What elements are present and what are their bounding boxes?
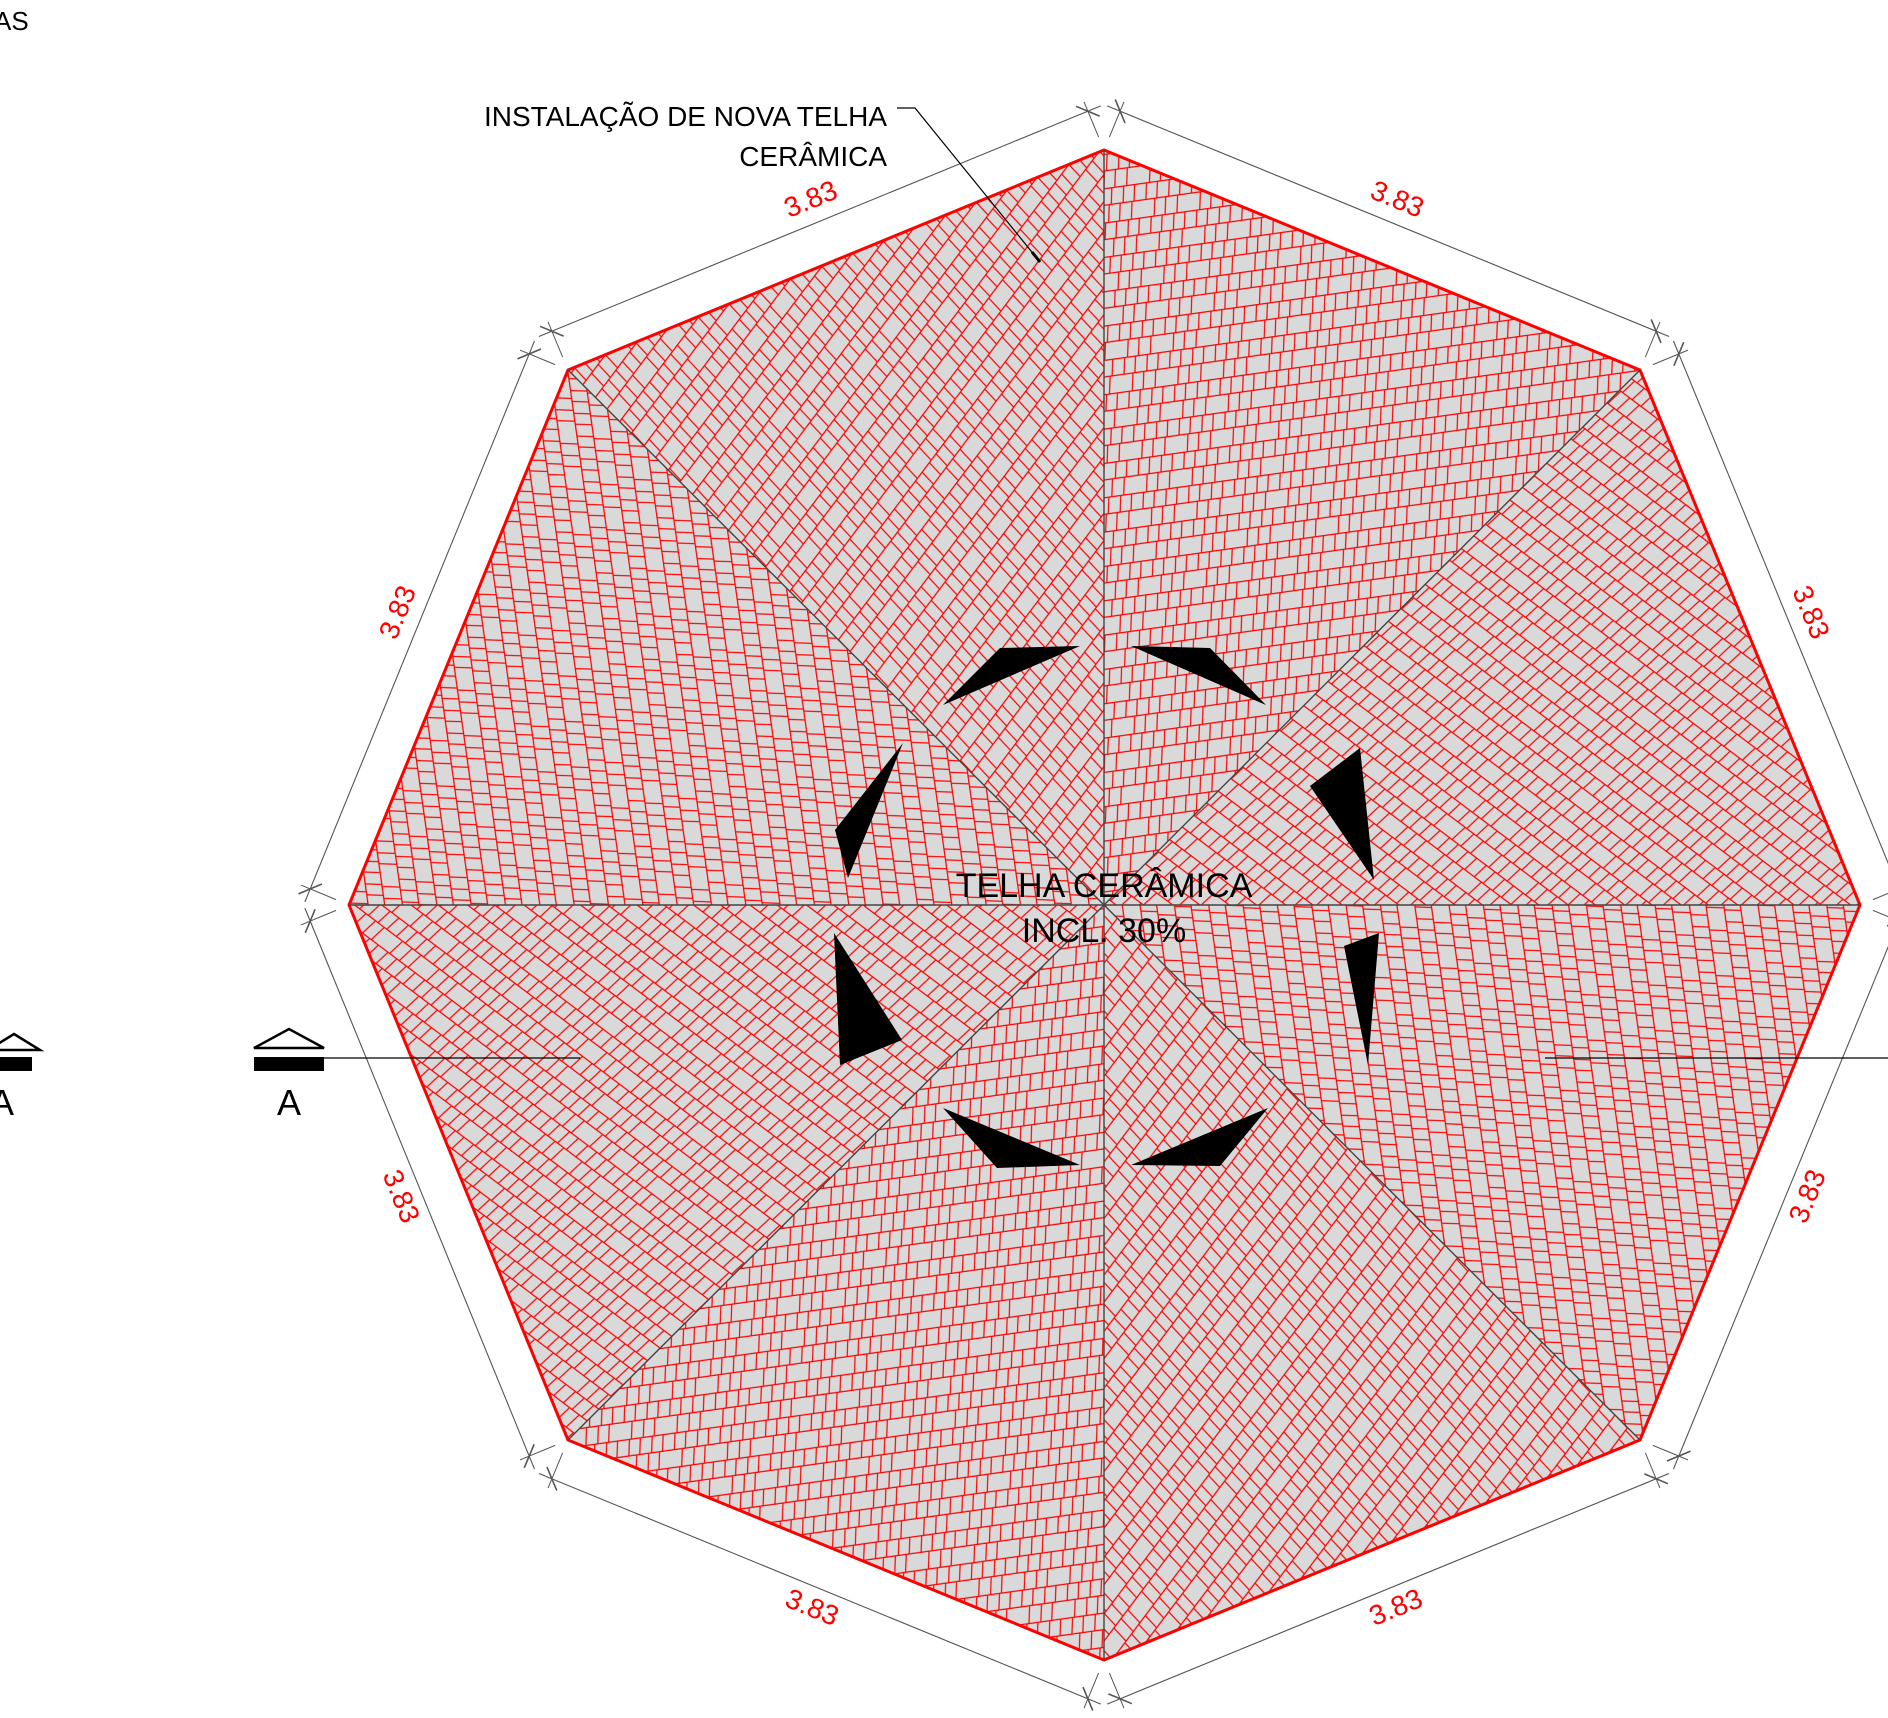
roof-slope-label: INCL. 30% bbox=[1022, 912, 1186, 950]
roof-vent-opening bbox=[943, 646, 1080, 705]
section-marker-a-letter: A bbox=[277, 1082, 301, 1123]
roof-slope-sector bbox=[1104, 150, 1640, 905]
tile-installation-note-line2: CERÂMICA bbox=[739, 141, 887, 172]
roof-slope-sector bbox=[1104, 370, 1860, 905]
dimension-value: 3.83 bbox=[781, 1582, 843, 1631]
section-marker-a: A bbox=[253, 1027, 325, 1123]
note-leader-line bbox=[897, 107, 1041, 263]
dimension-value: 3.83 bbox=[1365, 1582, 1427, 1631]
dimension-value: 3.83 bbox=[377, 1165, 426, 1227]
octagonal-roof bbox=[347, 148, 1862, 1662]
roof-slope-sector bbox=[1104, 905, 1860, 1440]
roof-slope-sector bbox=[568, 150, 1104, 905]
dimension-value: 3.83 bbox=[1782, 1165, 1831, 1227]
roof-vent-opening bbox=[1131, 1108, 1268, 1166]
roof-hip-line bbox=[567, 369, 1641, 1441]
section-marker-left-letter: A bbox=[0, 1082, 14, 1123]
corner-fragment: AS bbox=[0, 6, 29, 36]
roof-vent-opening bbox=[835, 743, 903, 878]
roof-slope-sector bbox=[349, 905, 1104, 1440]
section-marker-left: A bbox=[0, 1032, 45, 1123]
roof-slope-sector bbox=[349, 370, 1104, 905]
roof-vent-opening bbox=[1310, 748, 1374, 880]
roof-vent-opening bbox=[1131, 646, 1266, 705]
roof-tile-label: TELHA CERÂMICA bbox=[956, 867, 1253, 905]
tile-installation-note-line1: INSTALAÇÃO DE NOVA TELHA bbox=[484, 101, 887, 132]
roof-slope-sector bbox=[568, 905, 1104, 1660]
note-leader-tick bbox=[1030, 251, 1042, 263]
roof-vent-opening bbox=[834, 933, 902, 1065]
roof-vent-opening bbox=[943, 1108, 1080, 1168]
roof-vent-opening bbox=[1344, 933, 1379, 1065]
roof-slope-sector bbox=[1104, 905, 1640, 1660]
